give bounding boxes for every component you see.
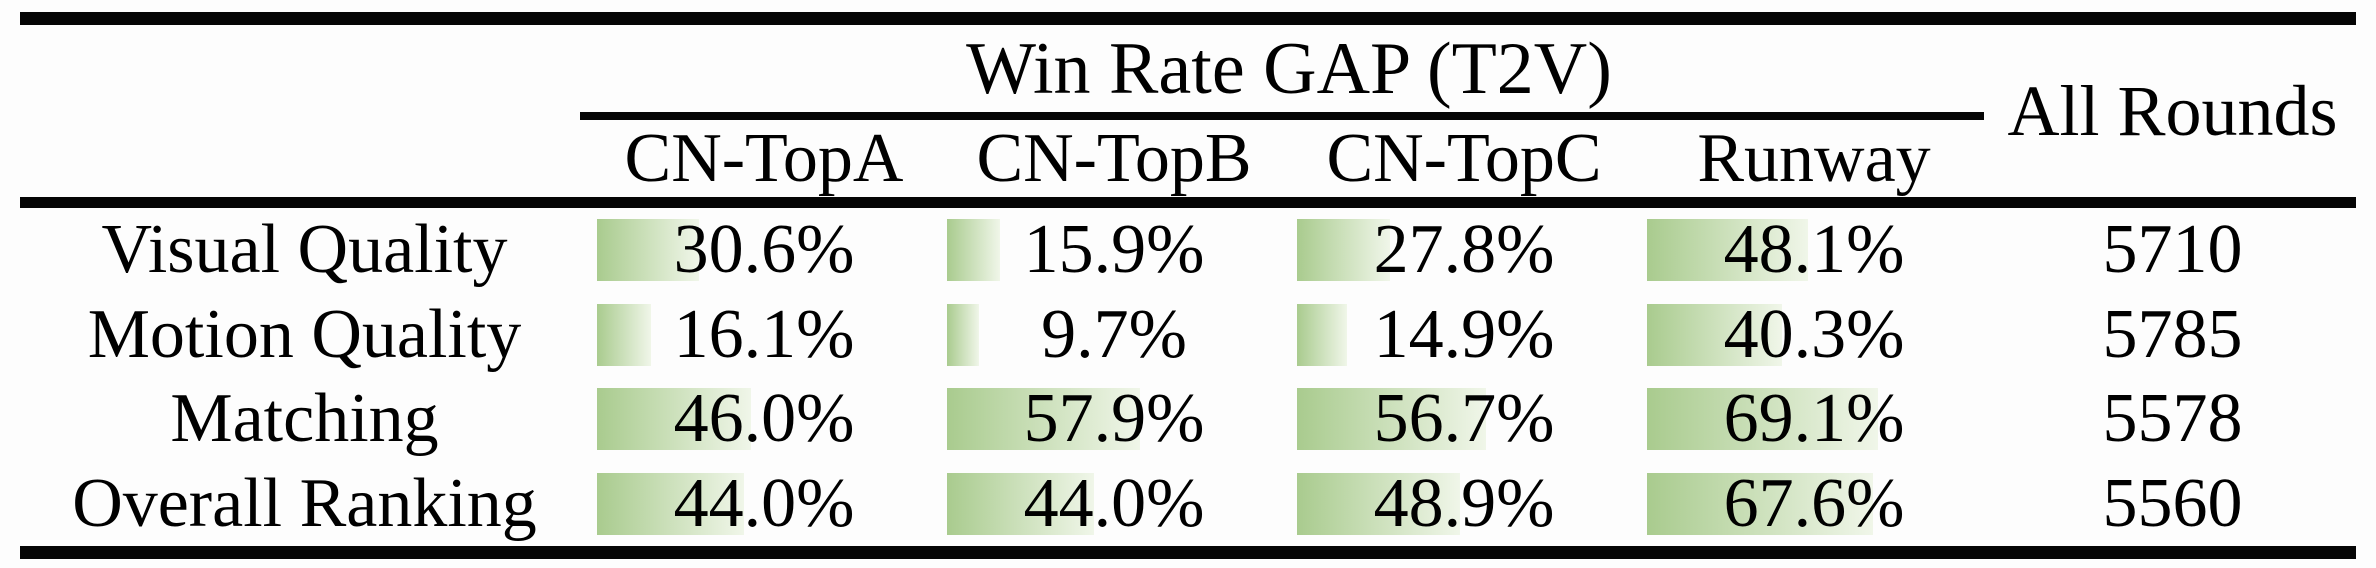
bottom-rule xyxy=(20,546,2356,559)
win-rate-gap-cell: 44.0% xyxy=(589,462,939,547)
win-rate-gap-cell: 56.7% xyxy=(1289,377,1639,462)
win-rate-bar xyxy=(1647,219,1808,282)
win-rate-bar xyxy=(947,472,1094,535)
column-header-all-rounds: All Rounds xyxy=(2007,71,2338,151)
win-rate-value: 40.3% xyxy=(1723,295,1905,373)
win-rate-bar xyxy=(1297,388,1487,451)
win-rate-gap-cell: 44.0% xyxy=(939,462,1289,547)
win-rate-bar xyxy=(947,303,980,366)
win-rate-value: 9.7% xyxy=(1041,295,1187,373)
column-header-cn-topa: CN-TopA xyxy=(624,120,904,197)
column-header-cn-topc: CN-TopC xyxy=(1326,120,1602,197)
win-rate-value: 67.6% xyxy=(1723,464,1905,542)
win-rate-bar xyxy=(1647,388,1878,451)
win-rate-value: 69.1% xyxy=(1723,380,1905,458)
group-header-underline xyxy=(580,112,1984,120)
win-rate-bar xyxy=(1297,472,1461,535)
win-rate-value: 15.9% xyxy=(1023,211,1205,289)
win-rate-bar xyxy=(1647,303,1782,366)
win-rate-bar xyxy=(1297,219,1390,282)
win-rate-value: 46.0% xyxy=(673,380,855,458)
win-rate-value: 16.1% xyxy=(673,295,855,373)
win-rate-bar xyxy=(597,303,651,366)
win-rate-gap-cell: 15.9% xyxy=(939,208,1289,293)
win-rate-bar xyxy=(1647,472,1873,535)
win-rate-value: 27.8% xyxy=(1373,211,1555,289)
column-header-runway: Runway xyxy=(1697,120,1931,197)
win-rate-gap-cell: 16.1% xyxy=(589,293,939,378)
win-rate-gap-cell: 67.6% xyxy=(1639,462,1989,547)
table-row: Motion Quality 16.1% 9.7% 14.9% 40.3% 5785 xyxy=(20,293,2356,378)
row-label: Motion Quality xyxy=(87,295,522,373)
win-rate-gap-cell: 27.8% xyxy=(1289,208,1639,293)
all-rounds-value: 5710 xyxy=(2102,211,2243,289)
all-rounds-value: 5785 xyxy=(2102,295,2243,373)
row-label: Matching xyxy=(170,380,439,458)
win-rate-value: 44.0% xyxy=(1023,464,1205,542)
row-label: Visual Quality xyxy=(101,211,508,289)
win-rate-value: 57.9% xyxy=(1023,380,1205,458)
table-body: Visual Quality 30.6% 15.9% 27.8% 48.1% 5710 Mo… xyxy=(20,208,2356,546)
win-rate-gap-cell: 30.6% xyxy=(589,208,939,293)
win-rate-bar xyxy=(597,472,744,535)
column-header-cn-topb: CN-TopB xyxy=(976,120,1252,197)
win-rate-bar xyxy=(1297,303,1347,366)
win-rate-gap-cell: 69.1% xyxy=(1639,377,1989,462)
win-rate-gap-cell: 57.9% xyxy=(939,377,1289,462)
table-row: Matching 46.0% 57.9% 56.7% 69.1% 5578 xyxy=(20,377,2356,462)
header-rule xyxy=(20,197,2356,208)
win-rate-gap-cell: 9.7% xyxy=(939,293,1289,378)
all-rounds-value: 5560 xyxy=(2102,464,2243,542)
win-rate-bar xyxy=(947,388,1141,451)
row-label: Overall Ranking xyxy=(72,464,537,542)
top-rule xyxy=(20,12,2356,25)
win-rate-gap-cell: 46.0% xyxy=(589,377,939,462)
win-rate-value: 44.0% xyxy=(673,464,855,542)
win-rate-value: 48.9% xyxy=(1373,464,1555,542)
win-rate-value: 56.7% xyxy=(1373,380,1555,458)
win-rate-gap-cell: 48.1% xyxy=(1639,208,1989,293)
column-headers: CN-TopA CN-TopB CN-TopC Runway xyxy=(589,120,1989,197)
win-rate-value: 30.6% xyxy=(673,211,855,289)
win-rate-bar xyxy=(947,219,1001,282)
win-rate-gap-cell: 48.9% xyxy=(1289,462,1639,547)
all-rounds-value: 5578 xyxy=(2102,380,2243,458)
win-rate-gap-cell: 14.9% xyxy=(1289,293,1639,378)
table-row: Overall Ranking 44.0% 44.0% 48.9% 67.6% 5560 xyxy=(20,462,2356,547)
group-header-win-rate-gap: Win Rate GAP (T2V) xyxy=(966,28,1612,110)
win-rate-value: 48.1% xyxy=(1723,211,1905,289)
win-rate-value: 14.9% xyxy=(1373,295,1555,373)
win-rate-bar xyxy=(597,219,700,282)
win-rate-bar xyxy=(597,388,751,451)
table-row: Visual Quality 30.6% 15.9% 27.8% 48.1% 5710 xyxy=(20,208,2356,293)
win-rate-gap-cell: 40.3% xyxy=(1639,293,1989,378)
